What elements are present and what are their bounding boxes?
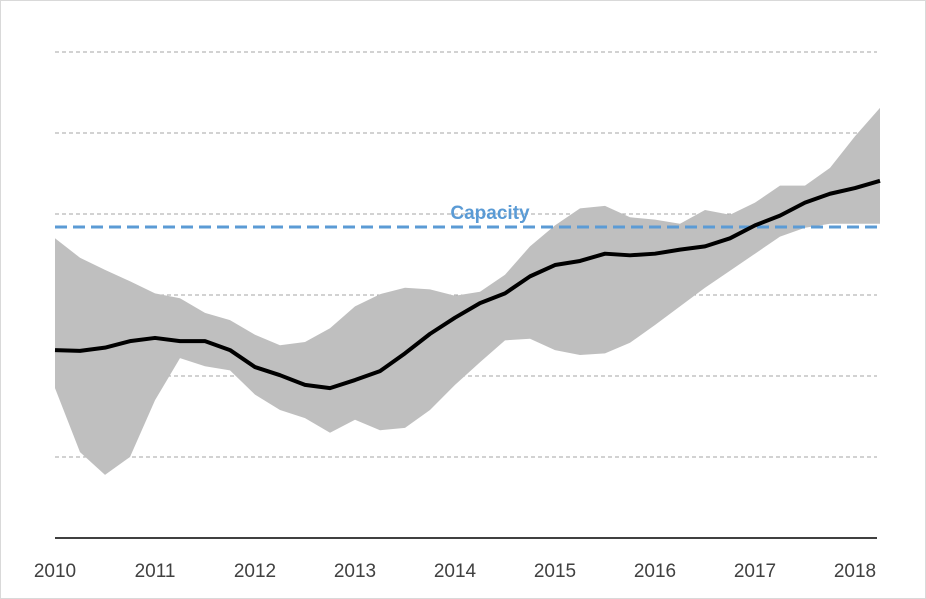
x-tick-label: 2010 <box>34 561 76 582</box>
x-tick-label: 2016 <box>634 561 676 582</box>
x-tick-label: 2013 <box>334 561 376 582</box>
x-tick-label: 2011 <box>135 561 176 582</box>
line <box>54 178 881 391</box>
x-tick-label: 2012 <box>234 561 276 582</box>
x-tick-label: 2015 <box>534 561 576 582</box>
x-tick-label: 2014 <box>434 561 477 582</box>
reference-label: Capacity <box>450 203 530 224</box>
x-tick-label: 2018 <box>834 561 876 582</box>
x-tick-label: 2017 <box>734 561 776 582</box>
range-band <box>55 107 880 475</box>
